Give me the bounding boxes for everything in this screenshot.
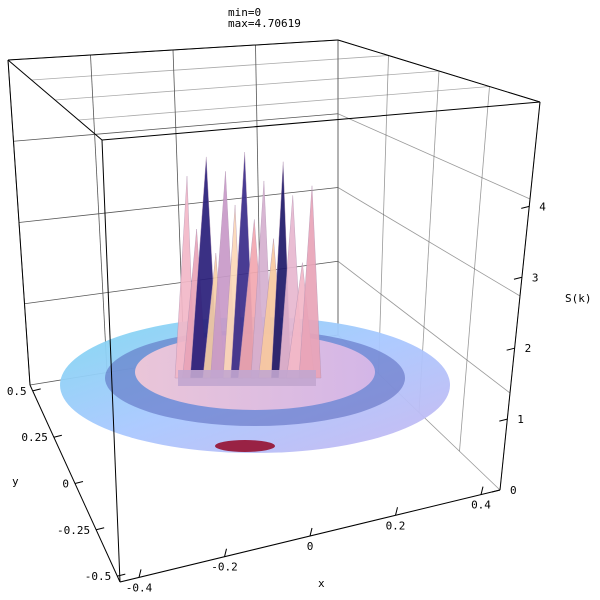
y-tick-label: 0 <box>62 478 69 491</box>
min-annotation: min=0 <box>228 6 261 19</box>
y-tick-label: -0.5 <box>85 570 112 583</box>
z-tick-label: 4 <box>539 200 546 213</box>
surface-mesh <box>60 152 450 453</box>
z-axis-label: S(k) <box>565 292 592 305</box>
x-tick-label: 0.4 <box>471 499 491 512</box>
max-annotation: max=4.70619 <box>228 17 301 30</box>
z-tick-label: 1 <box>517 413 524 426</box>
y-tick-label: 0.25 <box>21 431 48 444</box>
ring-bottom-shadow <box>215 440 275 452</box>
central-peaks <box>174 152 322 386</box>
x-tick-label: -0.4 <box>126 581 153 594</box>
z-tick-label: 2 <box>525 342 532 355</box>
x-axis-label: x <box>318 577 325 590</box>
y-axis-label: y <box>12 475 19 488</box>
y-tick-label: 0.5 <box>7 385 27 398</box>
z-tick-label: 0 <box>510 484 517 497</box>
peak-base <box>178 370 316 386</box>
x-tick-label: 0.2 <box>386 519 406 532</box>
z-tick-label: 3 <box>532 271 539 284</box>
x-tick-label: 0 <box>307 540 314 553</box>
x-tick-label: -0.2 <box>211 561 238 574</box>
y-tick-label: -0.25 <box>57 524 90 537</box>
